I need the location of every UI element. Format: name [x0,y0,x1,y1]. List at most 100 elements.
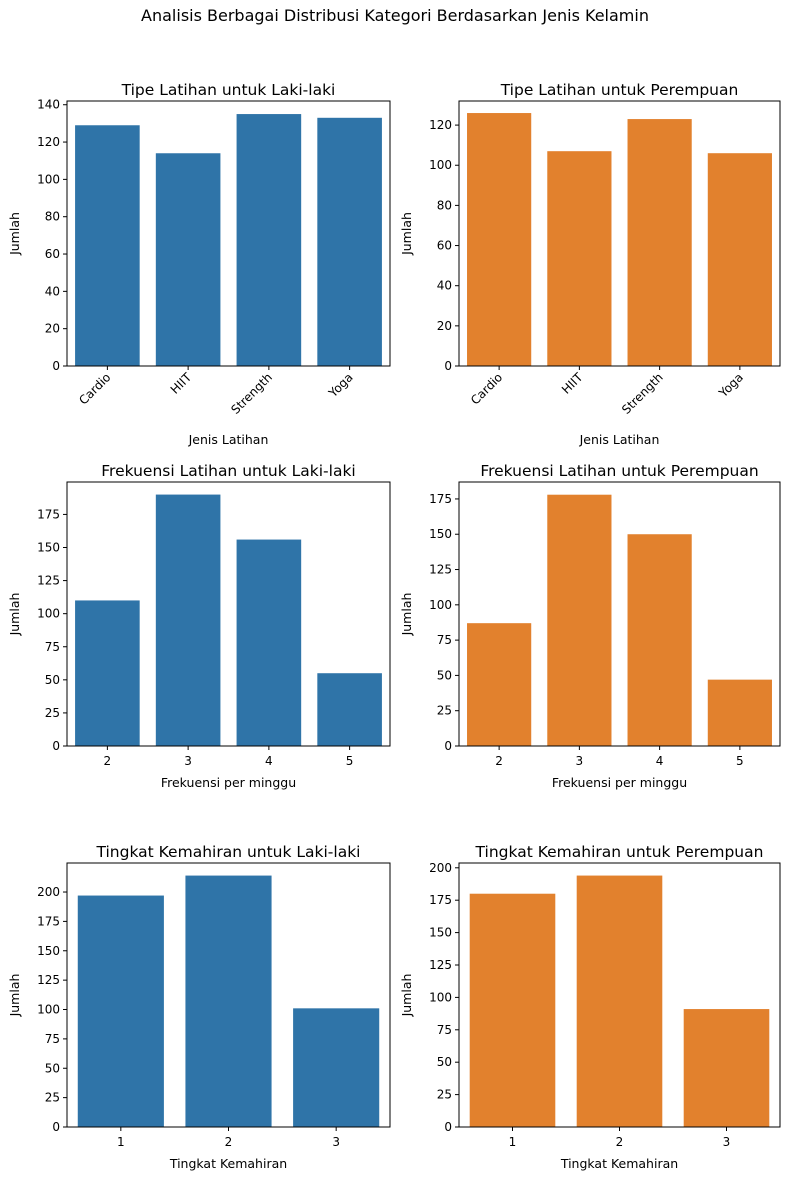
bar [467,113,532,366]
x-axis-label: Tingkat Kemahiran [169,1156,287,1171]
y-tick-label: 80 [45,210,60,224]
y-tick-label: 125 [429,958,452,972]
y-tick-label: 150 [37,944,60,958]
y-tick-label: 40 [45,284,60,298]
y-tick-label: 40 [437,279,452,293]
bar [77,895,164,1127]
y-tick-label: 100 [429,990,452,1004]
x-tick-label: 4 [656,754,664,768]
bar [467,623,532,746]
y-tick-label: 175 [429,492,452,506]
x-axis-label: Tingkat Kemahiran [560,1156,678,1171]
y-tick-label: 125 [37,574,60,588]
x-tick-label: 3 [723,1135,731,1149]
y-tick-label: 60 [45,247,60,261]
y-tick-label: 0 [52,739,60,753]
y-tick-label: 75 [45,1032,60,1046]
x-tick-label: Yoga [325,370,355,400]
x-tick-label: 2 [495,754,503,768]
y-tick-label: 50 [437,1055,452,1069]
bar [469,893,556,1127]
y-tick-label: 100 [37,1003,60,1017]
bar [75,600,140,746]
axes-frame [458,481,781,747]
y-tick-label: 80 [437,198,452,212]
x-axis-label: Jenis Latihan [188,432,269,447]
y-tick-label: 0 [444,359,452,373]
y-tick-label: 120 [429,118,452,132]
bar [317,117,382,366]
x-axis-label: Jenis Latihan [579,432,660,447]
chart-1: 0 20 40 60 80 100 120 140 Cardio HIIT Strength Yoga… [7,81,391,447]
bar [185,875,272,1127]
x-tick-label: 4 [265,754,273,768]
y-tick-label: 140 [37,98,60,112]
x-axis-label: Frekuensi per minggu [161,775,296,790]
y-tick-label: 100 [37,172,60,186]
bar [547,494,612,746]
bar [627,119,692,367]
x-tick-label: Strength [228,370,275,417]
bar [236,114,302,366]
x-tick-label: HIIT [559,370,586,397]
x-tick-label: 2 [616,1135,624,1149]
chart-title: Tipe Latihan untuk Perempuan [500,81,739,99]
x-tick-label: 1 [117,1135,125,1149]
x-tick-label: 3 [576,754,584,768]
x-tick-label: HIIT [168,370,195,397]
axes-frame [458,100,781,367]
bar [317,673,382,746]
y-tick-label: 120 [37,135,60,149]
y-tick-label: 150 [429,926,452,940]
y-tick-label: 25 [45,1091,60,1105]
y-tick-label: 0 [444,739,452,753]
y-tick-label: 75 [45,640,60,654]
x-tick-label: 5 [736,754,744,768]
y-tick-label: 200 [429,861,452,875]
x-tick-label: 2 [104,754,112,768]
bar [155,494,221,746]
bar [155,153,221,366]
y-tick-label: 200 [37,885,60,899]
x-tick-label: Cardio [76,370,113,407]
y-axis-label: Jumlah [7,593,22,637]
y-tick-label: 0 [52,1120,60,1134]
x-tick-label: Yoga [716,370,746,400]
x-tick-label: 2 [225,1135,233,1149]
y-tick-label: 60 [437,239,452,253]
x-tick-label: Strength [619,370,666,417]
bar [576,875,663,1127]
chart-4: 0 25 50 75 100 125 150 175 2 3 4 5 Frekuensi Latihan… [399,462,781,790]
y-tick-label: 0 [444,1120,452,1134]
x-tick-label: 1 [509,1135,517,1149]
y-tick-label: 25 [437,1088,452,1102]
y-axis-label: Jumlah [399,212,414,256]
x-tick-label: 3 [332,1135,340,1149]
chart-5: 0 25 50 75 100 125 150 175 200 1 2 3 Tingkat Kemahir… [7,843,391,1171]
bar [547,151,612,366]
y-tick-label: 100 [429,158,452,172]
bar [707,679,772,746]
y-tick-label: 100 [429,598,452,612]
y-tick-label: 150 [37,541,60,555]
y-tick-label: 50 [45,673,60,687]
y-tick-label: 50 [45,1061,60,1075]
chart-6: 0 25 50 75 100 125 150 175 200 1 2 3 Tingkat Kemahir… [399,843,781,1171]
bar [236,539,302,746]
chart-title: Tingkat Kemahiran untuk Laki-laki [96,843,361,861]
x-tick-label: 5 [346,754,354,768]
y-tick-label: 75 [437,633,452,647]
bar [683,1009,770,1127]
chart-title: Tipe Latihan untuk Laki-laki [121,81,336,99]
y-tick-label: 125 [429,563,452,577]
y-tick-label: 150 [429,527,452,541]
bar [707,153,772,366]
x-tick-label: 3 [184,754,192,768]
axes-frame [66,100,391,367]
y-axis-label: Jumlah [7,974,22,1018]
x-tick-label: Cardio [468,370,505,407]
y-tick-label: 75 [437,1023,452,1037]
chart-title: Tingkat Kemahiran untuk Perempuan [475,843,764,861]
